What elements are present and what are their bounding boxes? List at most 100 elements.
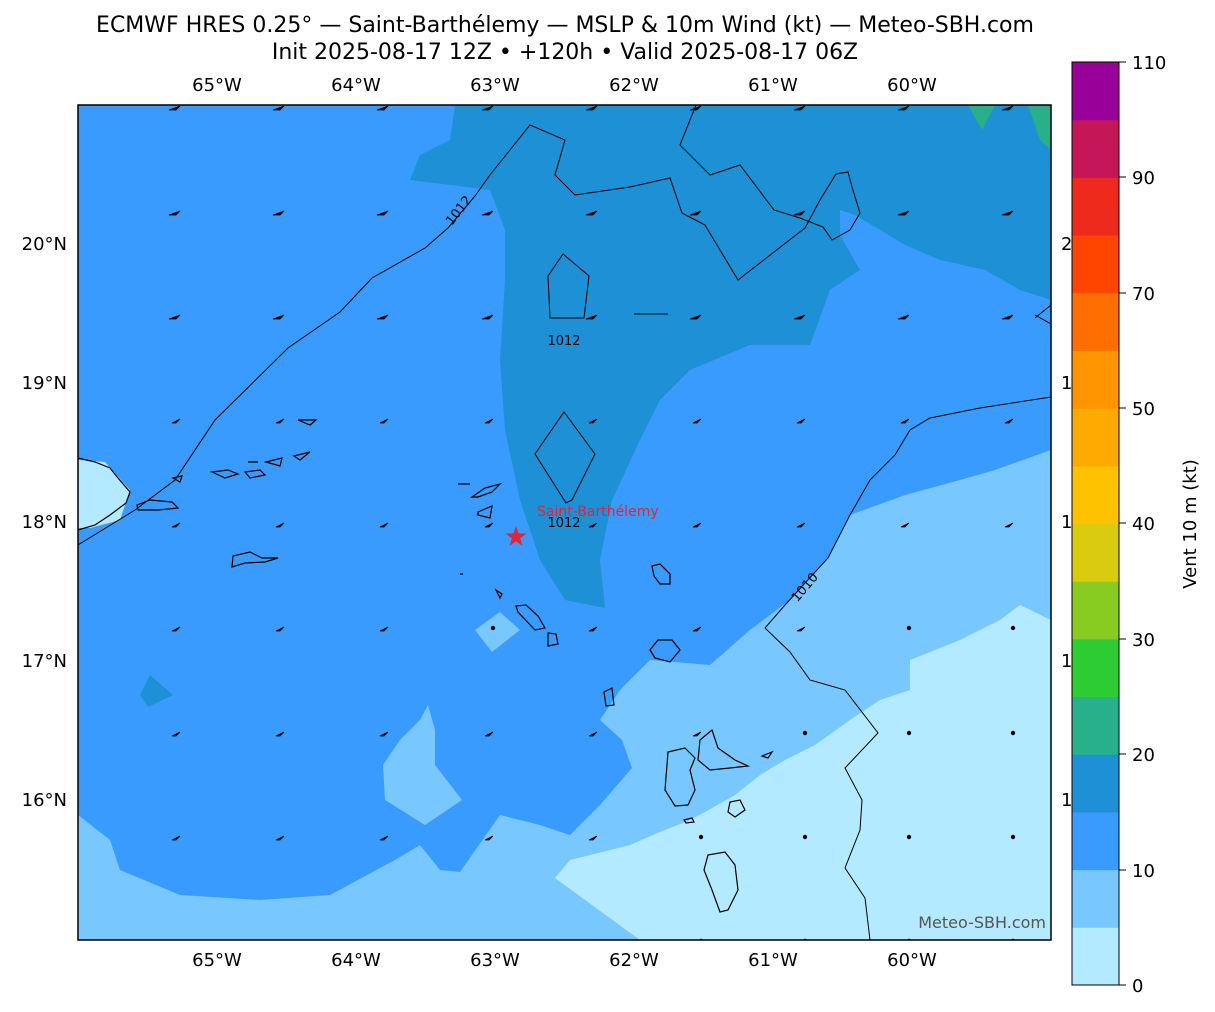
saba-statia-coast	[460, 573, 503, 600]
colorbar-band	[1072, 523, 1119, 582]
calm-wind-dot	[1010, 834, 1016, 840]
colorbar-band	[1072, 62, 1119, 121]
virgin-islands-coast	[171, 419, 318, 483]
wind-barb-icon	[272, 314, 285, 320]
wind-barb-icon	[481, 105, 494, 111]
lon-tick-top-62w: 62°W	[609, 75, 659, 96]
isobar-1010	[764, 396, 1051, 940]
lat-tick-18n: 18°N	[22, 512, 67, 533]
wind-barb-icon	[171, 626, 181, 632]
wind-barb-icon	[588, 418, 598, 424]
colorbar-band	[1072, 292, 1119, 351]
wind-barb-icon	[897, 314, 910, 320]
wind-barb-icon	[376, 314, 389, 320]
colorbar-tick-10: 10	[1132, 861, 1155, 882]
wind-barb-icon	[168, 105, 181, 111]
wind-barb-icon	[1001, 105, 1014, 111]
antigua-coast	[649, 639, 681, 663]
lat-ticks: 20°N 19°N 18°N 17°N 16°N 2 1 1 1 1	[22, 234, 1073, 811]
colorbar-band	[1072, 638, 1119, 698]
isobar-1012-center-closed	[534, 411, 596, 504]
wind-barb-icon	[1001, 210, 1014, 216]
wind-barb-icon	[1004, 418, 1014, 424]
lon-tick-top-61w: 61°W	[748, 75, 798, 96]
wind-barb-icon	[168, 210, 181, 216]
colorbar	[1072, 62, 1119, 986]
wind-barb-icon	[379, 731, 389, 737]
wind-barb-icon	[793, 105, 806, 111]
wind-barb-icon	[793, 314, 806, 320]
wind-barb-icon	[585, 210, 598, 216]
calm-wind-dot	[906, 834, 912, 840]
wind-barb-icon	[376, 105, 389, 111]
marie-galante-coast	[727, 799, 746, 818]
wind-barb-icon	[272, 105, 285, 111]
wind-barb-icon	[379, 835, 389, 841]
wind-speed-fill	[78, 105, 1051, 940]
wind-barb-icon	[692, 626, 702, 632]
wind-barb-icon	[275, 731, 285, 737]
wind-barb-icon	[692, 522, 702, 528]
wind-barb-icon	[588, 626, 598, 632]
calm-wind-dot	[698, 834, 704, 840]
st-kitts-nevis-coast	[515, 604, 559, 647]
lat-tick-16n: 16°N	[22, 790, 67, 811]
wind-barb-icon	[689, 105, 702, 111]
lon-tick-top-65w: 65°W	[192, 75, 242, 96]
la-desirade-coast	[760, 750, 774, 759]
title-line-2: Init 2025-08-17 12Z • +120h • Valid 2025…	[271, 40, 859, 65]
lon-tick-bottom-63w: 63°W	[470, 950, 520, 971]
wind-barb-icon	[484, 835, 494, 841]
wind-barb-icon	[588, 731, 598, 737]
lon-tick-bottom-60w: 60°W	[887, 950, 937, 971]
wind-barb-icon	[692, 418, 702, 424]
lon-tick-bottom-62w: 62°W	[609, 950, 659, 971]
wind-barb-icon	[689, 210, 702, 216]
colorbar-ticks: 0 10 20 30 40 50 70 90 110	[1119, 53, 1166, 997]
wind-barb-icon	[1001, 314, 1014, 320]
colorbar-band	[1072, 465, 1119, 524]
wind-barb-icon	[171, 731, 181, 737]
lat-tick-17n: 17°N	[22, 651, 67, 672]
lat-tick-19n: 19°N	[22, 373, 67, 394]
lat-tick-20n: 20°N	[22, 234, 67, 255]
colorbar-tick-40: 40	[1132, 514, 1155, 535]
lon-tick-top-60w: 60°W	[887, 75, 937, 96]
guadeloupe-coast	[664, 728, 751, 807]
wind-band-5-10-small	[475, 612, 520, 652]
wind-barb-icon	[481, 210, 494, 216]
colorbar-tick-70: 70	[1132, 284, 1155, 305]
st-croix-coast	[231, 551, 279, 568]
wind-barb-icon	[275, 626, 285, 632]
wind-barb-icon	[272, 210, 285, 216]
wind-barb-icon	[171, 418, 181, 424]
isobars	[78, 105, 1051, 940]
wind-barb-icon	[796, 626, 806, 632]
wind-barb-icon	[379, 626, 389, 632]
wind-barb-icon	[588, 522, 598, 528]
isobar-1012-corner	[1034, 314, 1051, 325]
lat-tick-right-18n: 1	[1061, 512, 1072, 533]
wind-barb-icon	[796, 418, 806, 424]
colorbar-band	[1072, 408, 1119, 467]
lat-tick-right-19n: 1	[1061, 373, 1072, 394]
wind-barb-icon	[275, 835, 285, 841]
title-line-1: ECMWF HRES 0.25° — Saint-Barthélemy — MS…	[96, 13, 1034, 38]
wind-barb-icon	[484, 522, 494, 528]
montserrat-coast	[603, 687, 615, 707]
wind-barb-icon	[585, 105, 598, 111]
lon-tick-bottom-61w: 61°W	[748, 950, 798, 971]
isobar-1010-corner	[1034, 304, 1051, 319]
contour-label-1012-c: 1012	[547, 516, 580, 531]
contour-label-1012-b: 1012	[547, 334, 580, 349]
barbuda-coast	[651, 563, 671, 585]
colorbar-band	[1072, 350, 1119, 409]
colorbar-band	[1072, 927, 1119, 986]
map-frame	[77, 104, 1052, 941]
wind-barb-icon	[168, 314, 181, 320]
wind-barb-icon	[897, 105, 910, 111]
calm-wind-dot	[802, 834, 808, 840]
wind-barb-icon	[171, 835, 181, 841]
wind-barb-icon	[796, 522, 806, 528]
colorbar-band	[1072, 119, 1119, 178]
